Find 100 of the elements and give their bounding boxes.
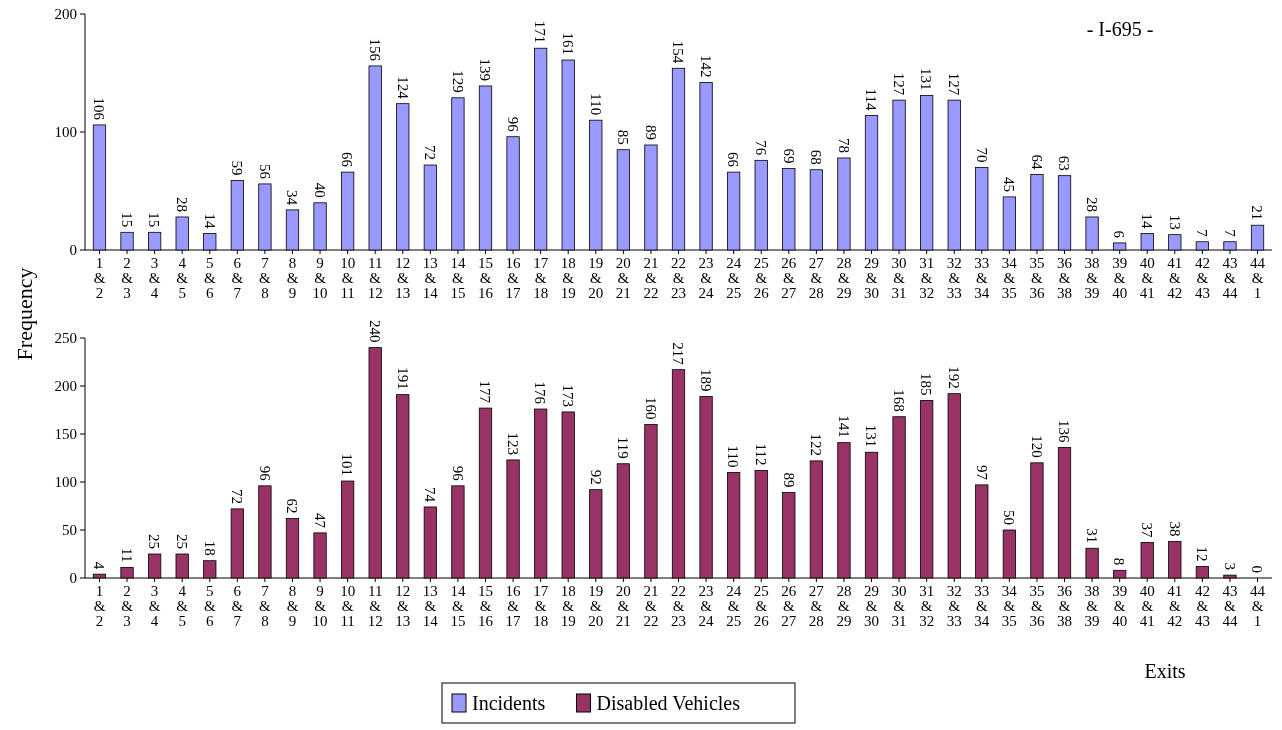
x-tick-label: 44 & 1 [1250,255,1266,301]
y-tick-label: 100 [54,124,77,141]
data-label: 173 [559,384,576,407]
data-label: 56 [256,163,273,180]
data-label: 156 [366,38,383,62]
data-label: 59 [229,160,246,176]
x-tick-label: 25 & 26 [753,255,770,301]
data-label: 141 [835,415,852,438]
data-label: 136 [1056,419,1073,443]
x-tick-label: 31 & 32 [919,583,935,629]
data-label: 110 [725,445,742,468]
data-label: 129 [449,70,466,93]
x-tick-label: 20 & 21 [615,583,631,629]
x-tick-label: 16 & 17 [505,255,522,301]
x-tick-label: 6 & 7 [231,255,244,301]
x-tick-label: 33 & 34 [974,583,990,629]
x-tick-label: 13 & 14 [422,583,439,629]
data-label: 96 [256,465,273,482]
y-tick-label: 250 [54,330,77,347]
x-tick-label: 12 & 13 [395,255,411,301]
y-tick-label: 200 [54,6,77,23]
x-tick-label: 17 & 18 [533,255,549,301]
data-label: 89 [642,124,659,140]
data-label: 78 [835,137,852,153]
data-label: 7 [1221,229,1238,238]
data-label: 0 [1249,565,1266,573]
x-tick-label: 19 & 20 [588,255,604,301]
x-tick-label: 38 & 39 [1084,583,1100,629]
data-label: 66 [339,152,356,168]
x-tick-label: 13 & 14 [422,255,439,301]
x-tick-label: 9 & 10 [312,583,328,629]
data-label: 177 [477,380,494,404]
data-label: 47 [311,512,328,529]
data-label: 96 [449,465,466,482]
x-tick-label: 43 & 44 [1222,583,1238,629]
x-tick-label: 24 & 25 [726,583,742,629]
x-tick-label: 38 & 39 [1084,255,1100,301]
y-tick-label: 150 [54,426,77,443]
x-tick-label: 5 & 6 [203,583,216,629]
data-label: 142 [697,54,714,78]
x-tick-label: 22 & 23 [671,583,686,629]
x-tick-label: 10 & 11 [340,583,356,629]
data-label: 154 [670,40,687,64]
data-label: 62 [284,498,301,514]
y-tick-label: 200 [54,378,77,395]
data-label: 28 [1083,196,1100,212]
x-tick-label: 29 & 30 [864,583,880,629]
data-label: 37 [1138,522,1155,538]
data-label: 85 [615,129,632,145]
x-tick-label: 27 & 28 [808,255,825,301]
data-label: 191 [394,367,411,390]
x-tick-label: 28 & 29 [836,255,852,301]
data-label: 15 [118,212,135,228]
data-label: 122 [808,433,825,456]
data-label: 68 [808,149,825,165]
data-label: 176 [532,381,549,405]
data-label: 18 [201,540,218,556]
data-label: 70 [973,147,990,163]
x-tick-label: 33 & 34 [974,255,990,301]
x-tick-label: 30 & 31 [891,583,907,629]
y-axis-title: Frequency [12,267,37,361]
data-label: 139 [477,58,494,81]
data-label: 28 [173,196,190,212]
data-label: 240 [366,320,383,343]
data-label: 72 [422,145,439,161]
x-tick-label: 2 & 3 [121,583,134,629]
x-tick-label: 36 & 38 [1057,255,1073,301]
data-label: 14 [1138,213,1155,229]
x-tick-label: 19 & 20 [588,583,604,629]
x-tick-label: 30 & 31 [891,255,907,301]
x-tick-label: 17 & 18 [533,583,549,629]
data-label: 192 [945,366,962,389]
x-tick-label: 20 & 21 [615,255,631,301]
data-label: 171 [532,20,549,44]
data-label: 14 [201,213,218,229]
x-tick-label: 23 & 24 [698,583,715,629]
y-tick-label: 0 [69,570,77,587]
x-tick-label: 15 & 16 [477,255,494,301]
x-tick-label: 32 & 33 [946,255,962,301]
legend-label: Incidents [472,692,546,714]
x-tick-label: 7 & 8 [259,255,272,301]
data-label: 119 [615,436,632,459]
data-label: 13 [1166,214,1183,230]
x-tick-label: 43 & 44 [1222,255,1238,301]
x-tick-label: 39 & 40 [1112,583,1128,629]
x-tick-label: 11 & 12 [367,255,383,301]
data-label: 64 [1028,154,1045,170]
x-tick-label: 4 & 5 [176,255,189,301]
x-tick-label: 4 & 5 [176,583,189,629]
data-label: 74 [422,486,439,503]
data-label: 92 [587,469,604,485]
data-label: 120 [1028,435,1045,458]
data-label: 124 [394,76,411,100]
data-label: 189 [697,369,714,392]
data-label: 4 [91,561,108,570]
data-label: 8 [1111,557,1128,566]
x-tick-label: 23 & 24 [698,255,715,301]
x-tick-label: 7 & 8 [259,583,272,629]
data-label: 168 [890,389,907,412]
x-tick-label: 21 & 22 [643,583,659,629]
